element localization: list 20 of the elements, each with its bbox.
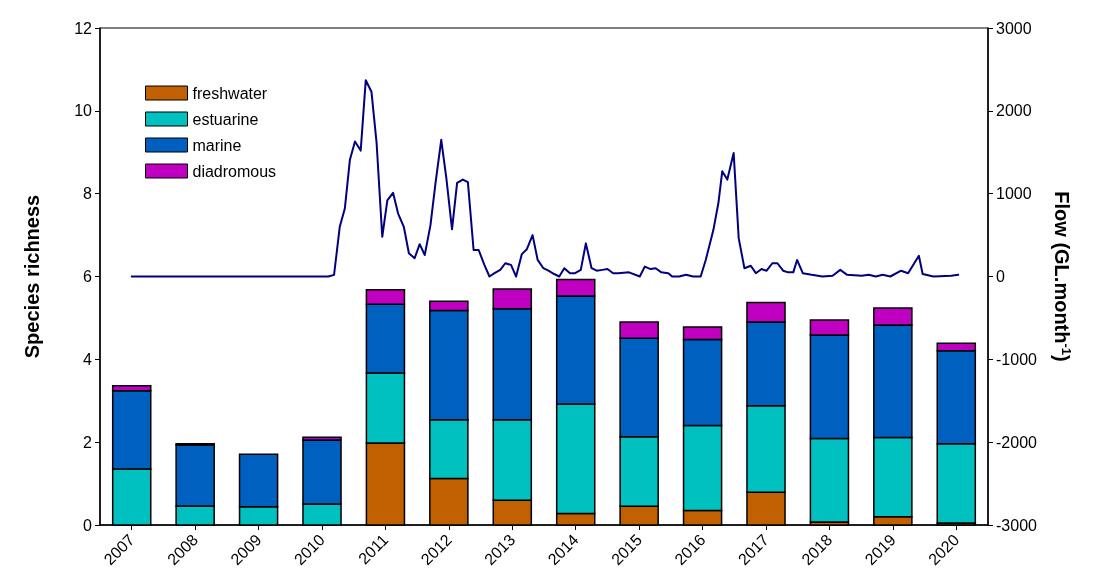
y2-tick-label: -2000	[996, 433, 1038, 451]
y-tick-label: 12	[74, 19, 93, 37]
y2-tick-label: 3000	[996, 19, 1032, 37]
legend-label: marine	[192, 136, 242, 154]
y2-axis-title: Flow (GL.month-1)	[1050, 191, 1074, 362]
y2-tick-label: 2000	[996, 102, 1032, 120]
y-tick-label: 8	[83, 185, 93, 203]
legend-label: diadromous	[192, 162, 277, 180]
legend-label: freshwater	[192, 84, 268, 102]
y2-tick-label: 1000	[996, 185, 1032, 203]
y-tick-label: 2	[83, 433, 93, 451]
y-tick-label: 6	[83, 268, 93, 285]
y2-tick-label: -1000	[996, 350, 1038, 368]
y-tick-label: 10	[74, 102, 93, 120]
y2-tick-label: -3000	[996, 516, 1038, 534]
y-axis-title: Species richness	[21, 194, 43, 359]
y2-tick-label: 0	[996, 268, 1005, 285]
y-tick-label: 0	[83, 516, 93, 534]
legend-label: estuarine	[192, 110, 259, 128]
y-tick-label: 4	[83, 350, 93, 368]
